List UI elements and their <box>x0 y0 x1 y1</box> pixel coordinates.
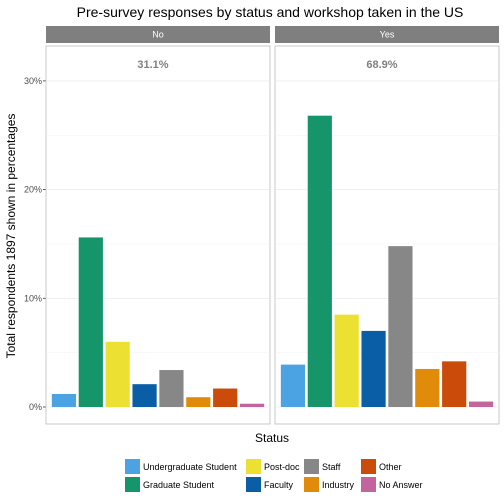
legend-swatch <box>304 477 319 492</box>
y-axis-title: Total respondents 1897 shown in percenta… <box>4 114 18 359</box>
facet-panels: 0% 10% 20% 30% No 31.1% Yes 68.9% <box>24 26 500 425</box>
legend-swatch <box>125 459 140 474</box>
bar-no-answer <box>468 401 494 407</box>
bar-undergraduate-student <box>51 393 77 407</box>
legend-item: No Answer <box>361 477 423 492</box>
bar-industry <box>186 397 211 407</box>
legend-swatch <box>246 477 261 492</box>
legend: Undergraduate Student Graduate Student Pos… <box>125 459 423 492</box>
y-tick-label: 10% <box>24 293 42 303</box>
y-tick-label: 20% <box>24 185 42 195</box>
bar-post-doc <box>334 314 359 407</box>
legend-label: Industry <box>322 480 355 490</box>
panel-total-label: 31.1% <box>137 59 168 71</box>
y-tick-label: 0% <box>29 402 42 412</box>
bar-no-answer <box>239 403 265 407</box>
legend-swatch <box>361 477 376 492</box>
bar-other <box>213 388 238 407</box>
legend-swatch <box>361 459 376 474</box>
panel-no: No 31.1% <box>45 26 271 425</box>
bar-faculty <box>361 330 386 407</box>
facet-strip-label: No <box>152 30 164 40</box>
legend-swatch <box>246 459 261 474</box>
legend-item: Industry <box>304 477 355 492</box>
bar-staff <box>388 246 413 407</box>
bar-staff <box>159 370 184 407</box>
bar-faculty <box>132 384 157 407</box>
legend-item: Other <box>361 459 402 474</box>
legend-label: Other <box>379 462 402 472</box>
bar-undergraduate-student <box>280 364 306 407</box>
legend-label: Faculty <box>264 480 294 490</box>
legend-item: Graduate Student <box>125 477 215 492</box>
legend-label: Staff <box>322 462 341 472</box>
bar-other <box>442 361 467 407</box>
x-axis-title: Status <box>255 431 289 445</box>
legend-label: Post-doc <box>264 462 300 472</box>
legend-swatch <box>304 459 319 474</box>
legend-item: Post-doc <box>246 459 300 474</box>
bar-industry <box>415 368 440 407</box>
legend-item: Faculty <box>246 477 294 492</box>
legend-swatch <box>125 477 140 492</box>
bar-graduate-student <box>78 237 103 407</box>
bar-graduate-student <box>307 115 332 408</box>
facet-strip <box>46 26 270 43</box>
legend-item: Undergraduate Student <box>125 459 237 474</box>
legend-label: Graduate Student <box>143 480 215 490</box>
panel-total-label: 68.9% <box>366 59 397 71</box>
legend-label: No Answer <box>379 480 423 490</box>
panel-yes: Yes 68.9% <box>274 26 500 425</box>
legend-label: Undergraduate Student <box>143 462 237 472</box>
facet-strip-label: Yes <box>380 30 395 40</box>
legend-item: Staff <box>304 459 341 474</box>
y-tick-label: 30% <box>24 76 42 86</box>
bar-post-doc <box>105 341 130 407</box>
facet-strip <box>275 26 499 43</box>
chart-title: Pre-survey responses by status and works… <box>77 4 464 20</box>
